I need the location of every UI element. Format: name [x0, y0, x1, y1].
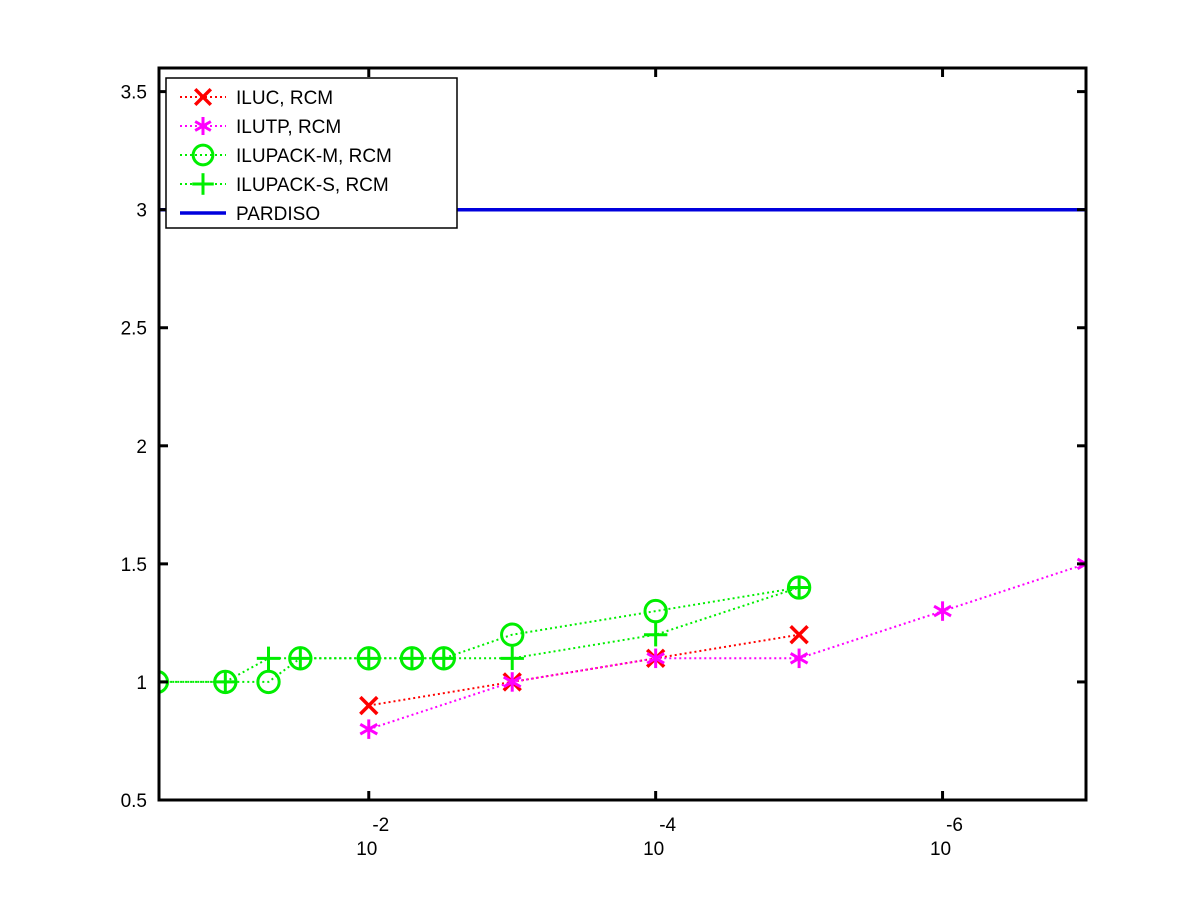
y-tick-label: 1: [136, 673, 147, 694]
legend-entry-5-label: PARDISO: [236, 204, 320, 225]
series-ilutp-rcm-point-4-stroke-b: [789, 652, 809, 665]
x-tick-label-base: 10: [643, 839, 664, 860]
axes-box: [157, 66, 1088, 802]
legend-entry-1-label: ILUC, RCM: [236, 88, 333, 109]
series-ilupack-s-rcm-point-5: [288, 646, 313, 671]
series-ilupack-s-rcm-point-4: [256, 646, 281, 671]
series-ilutp-rcm-point-6-stroke-a: [1076, 557, 1086, 566]
x-tick-label-exponent: -4: [659, 815, 676, 836]
y-tick-label: 3.5: [121, 83, 147, 104]
series-ilupack-s-rcm-line: [159, 586, 800, 683]
series-ilutp-rcm-point-2-stroke-b: [502, 675, 522, 689]
x-tick-label-exponent: -2: [372, 815, 389, 836]
legend-entry-2-label: ILUTP, RCM: [236, 117, 341, 138]
series-ilutp-rcm-point-5: [933, 601, 952, 621]
series-ilupack-s-rcm-point-3: [213, 670, 238, 694]
series-ilutp-rcm-point-1-stroke-b: [359, 722, 379, 736]
legend-entry-3-label: ILUPACK-M, RCM: [236, 146, 392, 167]
series-ilupack-s-rcm-point-7: [400, 646, 424, 671]
x-tick-label-base: 10: [356, 839, 377, 860]
series-iluc-rcm-point-1-stroke-b: [359, 695, 379, 716]
series-ilupack-s-rcm-point-6: [357, 646, 381, 671]
legend-entry-2: ILUTP, RCM: [180, 117, 341, 138]
series-ilupack-s-rcm-point-10: [643, 623, 668, 647]
x-tick-label-exponent: -6: [946, 815, 963, 836]
series-ilupack-m-rcm-point-10: [643, 598, 668, 624]
axes-layer: 0.5 1 1.5 2 2.5 3 3.5 10 -2 10 -4 10 -6: [121, 66, 1088, 860]
series-ilupack-m-rcm-point-4: [256, 669, 281, 695]
series-iluc-rcm-point-4-stroke-b: [789, 625, 809, 645]
series-ilutp-rcm-point-3-stroke-b: [646, 652, 665, 665]
series-ilutp-rcm-point-4: [789, 648, 809, 669]
legend-entry-2-marker-stroke-b: [194, 120, 212, 132]
legend-entry-1-marker: [193, 87, 213, 107]
legend: ILUC, RCM ILUTP, RCM ILUPACK-M, RCM ILUPACK…: [165, 77, 458, 229]
legend-entry-3: ILUPACK-M, RCM: [180, 143, 392, 167]
series-ilutp-rcm-point-2: [502, 672, 522, 692]
series-ilupack-m-rcm-point-9: [500, 622, 525, 647]
legend-entry-2-marker: [194, 117, 212, 135]
legend-entry-4-label: ILUPACK-S, RCM: [236, 175, 389, 196]
series-iluc-rcm-point-1: [359, 695, 379, 716]
legend-entry-5: PARDISO: [180, 204, 320, 225]
y-tick-label: 0.5: [121, 791, 147, 812]
series-ilutp-rcm-point-3: [646, 648, 665, 669]
legend-box: [165, 77, 458, 229]
series-ilupack-m-rcm-line: [159, 586, 800, 683]
series-ilutp-rcm-point-6-stroke-b: [1076, 562, 1086, 571]
series-ilutp-rcm-point-6: [1076, 554, 1086, 574]
series-ilupack-s-rcm-point-11: [787, 575, 811, 600]
y-tick-label: 1.5: [121, 555, 147, 576]
series-ilutp-rcm: [359, 554, 1086, 739]
y-tick-label: 3: [136, 201, 147, 222]
series-ilutp-rcm-point-5-stroke-b: [933, 604, 952, 618]
series-ilupack-s-rcm-point-9: [500, 646, 524, 671]
legend-entry-1: ILUC, RCM: [180, 87, 333, 109]
y-tick-label: 2.5: [121, 319, 147, 340]
series-ilupack-s-rcm-point-8: [432, 646, 456, 671]
legend-entry-1-marker-stroke-b: [193, 87, 213, 107]
series-ilutp-rcm-line: [368, 562, 1086, 731]
series-iluc-rcm-point-4: [789, 625, 809, 645]
x-tick-label-base: 10: [930, 839, 951, 860]
series-ilutp-rcm-point-1: [359, 719, 379, 739]
legend-entry-4-marker: [192, 173, 214, 195]
legend-entry-3-marker: [191, 143, 215, 167]
legend-entry-4: ILUPACK-S, RCM: [180, 173, 389, 196]
y-tick-label: 2: [136, 437, 147, 458]
